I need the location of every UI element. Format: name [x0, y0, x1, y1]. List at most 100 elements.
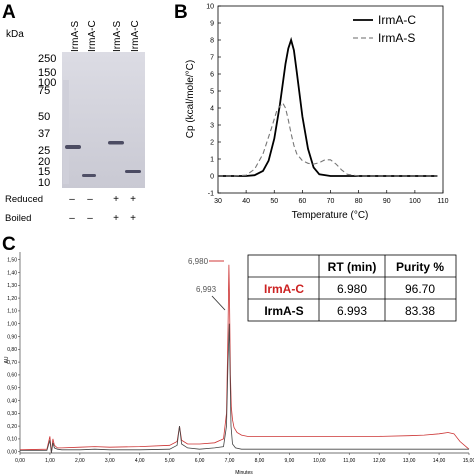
gel-marker-100: 100: [38, 77, 56, 89]
gel-band-irma-s-reduced: [108, 141, 124, 145]
gel-lane-labels: IrmA-S IrmA-C IrmA-S IrmA-C: [70, 20, 141, 52]
gel-marker-10: 10: [38, 177, 50, 189]
hplc-x-tick-label: 5,00: [165, 458, 175, 464]
hplc-y-tick-label: 1,50: [7, 257, 17, 263]
results-table-row-1-purity: 96.70: [405, 282, 435, 296]
results-table-row-1-rt: 6.980: [337, 282, 367, 296]
hplc-y-tick-label: 0,40: [7, 398, 17, 404]
results-table-row-1-name: IrmA-C: [264, 282, 304, 296]
hplc-x-tick-label: 4,00: [135, 458, 145, 464]
hplc-series: [19, 264, 470, 454]
dsc-y-tick-label: 2: [210, 140, 214, 147]
hplc-series-line-irma-s: [20, 323, 469, 454]
results-table-row-2-rt: 6.993: [337, 304, 367, 318]
hplc-annotation-6980: 6,980: [188, 257, 209, 266]
dsc-x-axis-title: Temperature (°C): [292, 210, 369, 221]
dsc-y-tick-label: 10: [206, 4, 214, 11]
dsc-y-tick-label: 4: [210, 106, 214, 113]
dsc-x-tick-label: 50: [270, 198, 278, 205]
hplc-y-tick-label: 0,80: [7, 347, 17, 353]
hplc-x-tick-label: 0,00: [15, 458, 25, 464]
results-table-row-2-name: IrmA-S: [264, 304, 303, 318]
dsc-series-line-irma-s: [218, 101, 438, 177]
hplc-x-tick-label: 15,00: [463, 458, 474, 464]
gel-marker-150: 150: [38, 67, 56, 79]
hplc-y-tick-label: 0,70: [7, 360, 17, 366]
hplc-x-tick-label: 11,00: [343, 458, 355, 464]
hplc-y-tick-label: 0,50: [7, 386, 17, 392]
hplc-x-tick-label: 1,00: [45, 458, 55, 464]
hplc-annotations: 6,980 6,993: [188, 257, 226, 311]
hplc-y-axis: 0,00 0,10 0,20 0,30 0,40 0,50 0,60 0,70 0,80 0,90…: [7, 257, 20, 456]
gel-lane-label-3: IrmA-S: [112, 21, 123, 52]
dsc-series-line-irma-c: [218, 36, 438, 177]
gel-lane-label-4: IrmA-C: [130, 20, 141, 52]
dsc-y-tick-label: 6: [210, 72, 214, 79]
hplc-x-tick-label: 12,00: [373, 458, 386, 464]
dsc-y-tick-label: 8: [210, 38, 214, 45]
dsc-y-tick-label: 1: [210, 157, 214, 164]
gel-band-irma-c-nonreduced: [82, 174, 96, 177]
dsc-x-tick-label: 60: [298, 198, 306, 205]
panel-a-letter: A: [2, 2, 16, 23]
hplc-x-axis: 0,00 1,00 2,00 3,00 4,00 5,00 6,00 7,00 8,00 9,00…: [15, 453, 474, 464]
hplc-annotation-6993: 6,993: [196, 285, 217, 294]
dsc-y-tick-label: 3: [210, 123, 214, 130]
hplc-x-axis-title: Minutes: [235, 470, 253, 476]
gel-boiled-sign-2: –: [87, 213, 93, 224]
hplc-x-tick-label: 9,00: [285, 458, 295, 464]
gel-band-irma-c-reduced: [125, 170, 141, 173]
dsc-legend: IrmA-C IrmA-S: [353, 13, 416, 45]
hplc-y-tick-label: 0,30: [7, 411, 17, 417]
hplc-y-tick-label: 1,30: [7, 283, 17, 289]
hplc-y-tick-label: 0,10: [7, 437, 17, 443]
gel-reduced-sign-2: –: [87, 194, 93, 205]
dsc-x-axis: 30 40 50 60 70 80 90 100 110: [214, 190, 449, 205]
hplc-x-tick-label: 14,00: [433, 458, 446, 464]
hplc-y-tick-label: 0,20: [7, 424, 17, 430]
gel-ladder: [63, 80, 69, 184]
hplc-series-line-irma-c: [19, 264, 470, 454]
gel-kda-label: kDa: [6, 29, 24, 40]
gel-marker-250: 250: [38, 53, 56, 65]
dsc-x-tick-label: 70: [327, 198, 335, 205]
hplc-y-tick-label: 0,00: [7, 450, 17, 456]
gel-condition-boiled-label: Boiled: [5, 213, 31, 224]
hplc-x-tick-label: 3,00: [105, 458, 115, 464]
gel-lane-label-1: IrmA-S: [70, 21, 81, 52]
hplc-x-tick-label: 6,00: [195, 458, 205, 464]
dsc-y-tick-label: 0: [210, 174, 214, 181]
results-table-row-2-purity: 83.38: [405, 304, 435, 318]
hplc-x-tick-label: 13,00: [403, 458, 416, 464]
gel-image: [62, 52, 145, 188]
gel-lane-label-2: IrmA-C: [87, 20, 98, 52]
hplc-y-axis-title: AU: [4, 356, 10, 363]
gel-reduced-sign-1: –: [69, 194, 75, 205]
dsc-legend-label-irma-c: IrmA-C: [378, 13, 416, 27]
dsc-x-tick-label: 100: [409, 198, 421, 205]
hplc-y-tick-label: 1,10: [7, 309, 17, 315]
gel-marker-25: 25: [38, 145, 50, 157]
gel-boiled-sign-1: –: [69, 213, 75, 224]
dsc-x-tick-label: 30: [214, 198, 222, 205]
gel-ladder-smear: [63, 80, 69, 184]
hplc-results-table: RT (min) Purity % IrmA-C 6.980 96.70 Irm…: [247, 254, 457, 322]
hplc-y-tick-label: 0,90: [7, 334, 17, 340]
panel-c-letter: C: [2, 234, 16, 255]
gel-marker-15: 15: [38, 166, 50, 178]
gel-condition-reduced-label: Reduced: [5, 194, 43, 205]
dsc-legend-label-irma-s: IrmA-S: [378, 31, 415, 45]
hplc-x-tick-label: 8,00: [255, 458, 265, 464]
results-table-header-rt: RT (min): [328, 260, 377, 274]
dsc-x-tick-label: 80: [355, 198, 363, 205]
hplc-y-tick-label: 1,00: [7, 321, 17, 327]
dsc-y-axis-title: Cp (kcal/mole/°C): [185, 60, 196, 138]
gel-marker-20: 20: [38, 156, 50, 168]
gel-boiled-sign-4: +: [130, 213, 136, 224]
dsc-y-tick-label: 5: [210, 89, 214, 96]
gel-boiled-sign-3: +: [113, 213, 119, 224]
dsc-x-tick-label: 110: [437, 198, 448, 205]
results-table-frame: [247, 254, 457, 322]
dsc-y-axis: -1 0 1 2 3 4 5 6 7 8 9 10: [206, 4, 221, 198]
gel-marker-75: 75: [38, 85, 50, 97]
